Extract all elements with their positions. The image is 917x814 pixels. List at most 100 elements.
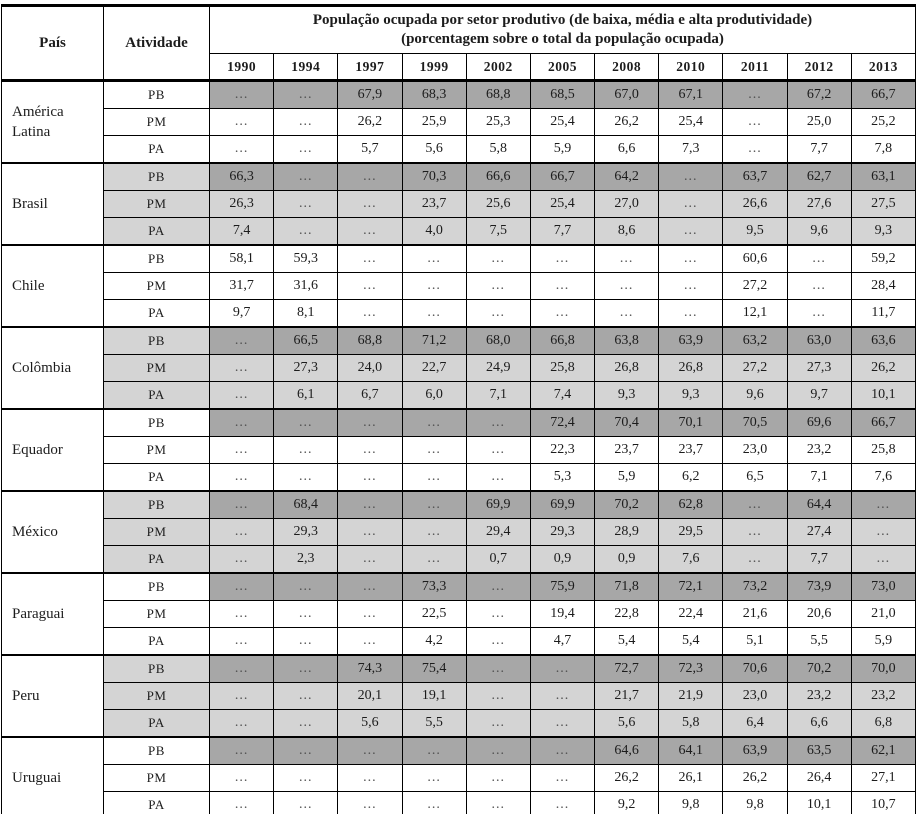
value-cell: 66,7: [850, 408, 917, 437]
value-cell: ...: [658, 190, 724, 218]
table-header: País Atividade População ocupada por set…: [1, 5, 917, 81]
table-row: México PB... 68,4...... 69,9 69,9 70,2 62,8...…: [1, 490, 917, 574]
value-cell: 68,5: [529, 79, 596, 109]
value-cell: ...: [208, 545, 275, 574]
table-row: Colômbia PB... 66,5 68,8 71,2 68,0 66,8 63,8 63,…: [1, 326, 917, 410]
value-cell: 22,3: [529, 436, 596, 464]
value-cell: ...: [208, 572, 275, 601]
value-cell: 67,2: [786, 79, 852, 109]
table-row: PA.................. 9,2 9,8 9,8 10,1 10,7: [2, 791, 917, 814]
value-cell: ...: [786, 299, 852, 328]
value-cell: 26,1: [658, 764, 724, 792]
activity-cell: PM: [103, 190, 210, 218]
value-cell: 6,1: [273, 381, 339, 410]
value-cell: 23,7: [401, 190, 467, 218]
value-cell: ...: [401, 518, 467, 546]
value-cell: 72,4: [529, 408, 596, 437]
column-header-activity: Atividade: [103, 5, 210, 81]
value-cell: ...: [208, 490, 275, 519]
value-cell: 9,3: [850, 217, 917, 246]
value-cell: 4,7: [529, 627, 596, 656]
value-cell: 27,5: [850, 190, 917, 218]
value-cell: ...: [208, 436, 275, 464]
value-cell: ...: [273, 572, 339, 601]
value-cell: 5,1: [722, 627, 788, 656]
value-cell: ...: [465, 572, 531, 601]
value-cell: 7,5: [465, 217, 531, 246]
value-cell: 60,6: [722, 244, 788, 273]
value-cell: 7,4: [208, 217, 275, 246]
value-cell: 62,1: [850, 736, 917, 765]
value-cell: 19,4: [529, 600, 596, 628]
value-cell: 5,9: [850, 627, 917, 656]
value-cell: 64,2: [594, 162, 660, 191]
activity-cell: PM: [103, 764, 210, 792]
value-cell: ...: [337, 572, 403, 601]
country-cell: México: [1, 490, 104, 574]
value-cell: ...: [208, 463, 275, 492]
value-cell: ...: [273, 408, 339, 437]
table-title-line2: (porcentagem sobre o total da população …: [401, 31, 724, 47]
table-row: PA...... 5,7 5,6 5,8 5,9 6,6 7,3... 7,7 7,8: [2, 135, 917, 164]
table-body: América Latina PB...... 67,9 68,3 68,8 68,5 67…: [1, 79, 917, 814]
value-cell: ...: [208, 627, 275, 656]
table-row: PM...... 26,2 25,9 25,3 25,4 26,2 25,4... 25,0 2…: [2, 108, 917, 136]
value-cell: 28,9: [594, 518, 660, 546]
table-row: PM......... 22,5... 19,4 22,8 22,4 21,6 20,6 21…: [2, 600, 917, 628]
value-cell: 6,0: [401, 381, 467, 410]
activity-cell: PB: [103, 736, 210, 765]
value-cell: ...: [465, 299, 531, 328]
value-cell: ...: [273, 217, 339, 246]
value-cell: ...: [401, 791, 467, 814]
value-cell: ...: [208, 381, 275, 410]
value-cell: ...: [208, 518, 275, 546]
value-cell: ...: [208, 736, 275, 765]
value-cell: 26,6: [722, 190, 788, 218]
value-cell: 9,7: [786, 381, 852, 410]
value-cell: ...: [273, 79, 339, 109]
value-cell: ...: [337, 627, 403, 656]
value-cell: 74,3: [337, 654, 403, 683]
value-cell: 6,4: [722, 709, 788, 738]
value-cell: ...: [465, 764, 531, 792]
activity-cell: PM: [103, 272, 210, 300]
value-cell: 0,7: [465, 545, 531, 574]
value-cell: ...: [273, 162, 339, 191]
table-row: América Latina PB...... 67,9 68,3 68,8 68,5 67…: [1, 79, 917, 164]
value-cell: ...: [273, 600, 339, 628]
value-cell: 75,9: [529, 572, 596, 601]
value-cell: ...: [208, 791, 275, 814]
activity-cell: PA: [103, 135, 210, 164]
activity-cell: PM: [103, 600, 210, 628]
value-cell: 7,8: [850, 135, 917, 164]
value-cell: 21,6: [722, 600, 788, 628]
value-cell: 9,5: [722, 217, 788, 246]
activity-cell: PB: [103, 326, 210, 355]
value-cell: ...: [529, 654, 596, 683]
country-cell: Brasil: [1, 162, 104, 246]
value-cell: 9,6: [722, 381, 788, 410]
value-cell: ...: [337, 436, 403, 464]
table-row: PM 26,3...... 23,7 25,6 25,4 27,0... 26,6 27,6 2…: [2, 190, 917, 218]
value-cell: 19,1: [401, 682, 467, 710]
value-cell: 27,4: [786, 518, 852, 546]
activity-cell: PM: [103, 436, 210, 464]
value-cell: ...: [273, 463, 339, 492]
value-cell: ...: [465, 791, 531, 814]
value-cell: 11,7: [850, 299, 917, 328]
value-cell: ...: [337, 299, 403, 328]
value-cell: 27,1: [850, 764, 917, 792]
table-row: PA... 6,1 6,7 6,0 7,1 7,4 9,3 9,3 9,6 9,7 10,1: [2, 381, 917, 410]
value-cell: 23,2: [786, 682, 852, 710]
value-cell: 62,8: [658, 490, 724, 519]
value-cell: ...: [208, 135, 275, 164]
value-cell: 2,3: [273, 545, 339, 574]
value-cell: ...: [273, 135, 339, 164]
value-cell: 27,0: [594, 190, 660, 218]
value-cell: 26,4: [786, 764, 852, 792]
value-cell: 27,3: [786, 354, 852, 382]
years-header-row: 1990 1994 1997 1999 2002 2005 2008 2010 2011 2012…: [2, 53, 917, 81]
value-cell: 27,3: [273, 354, 339, 382]
value-cell: ...: [529, 244, 596, 273]
activity-cell: PA: [103, 627, 210, 656]
